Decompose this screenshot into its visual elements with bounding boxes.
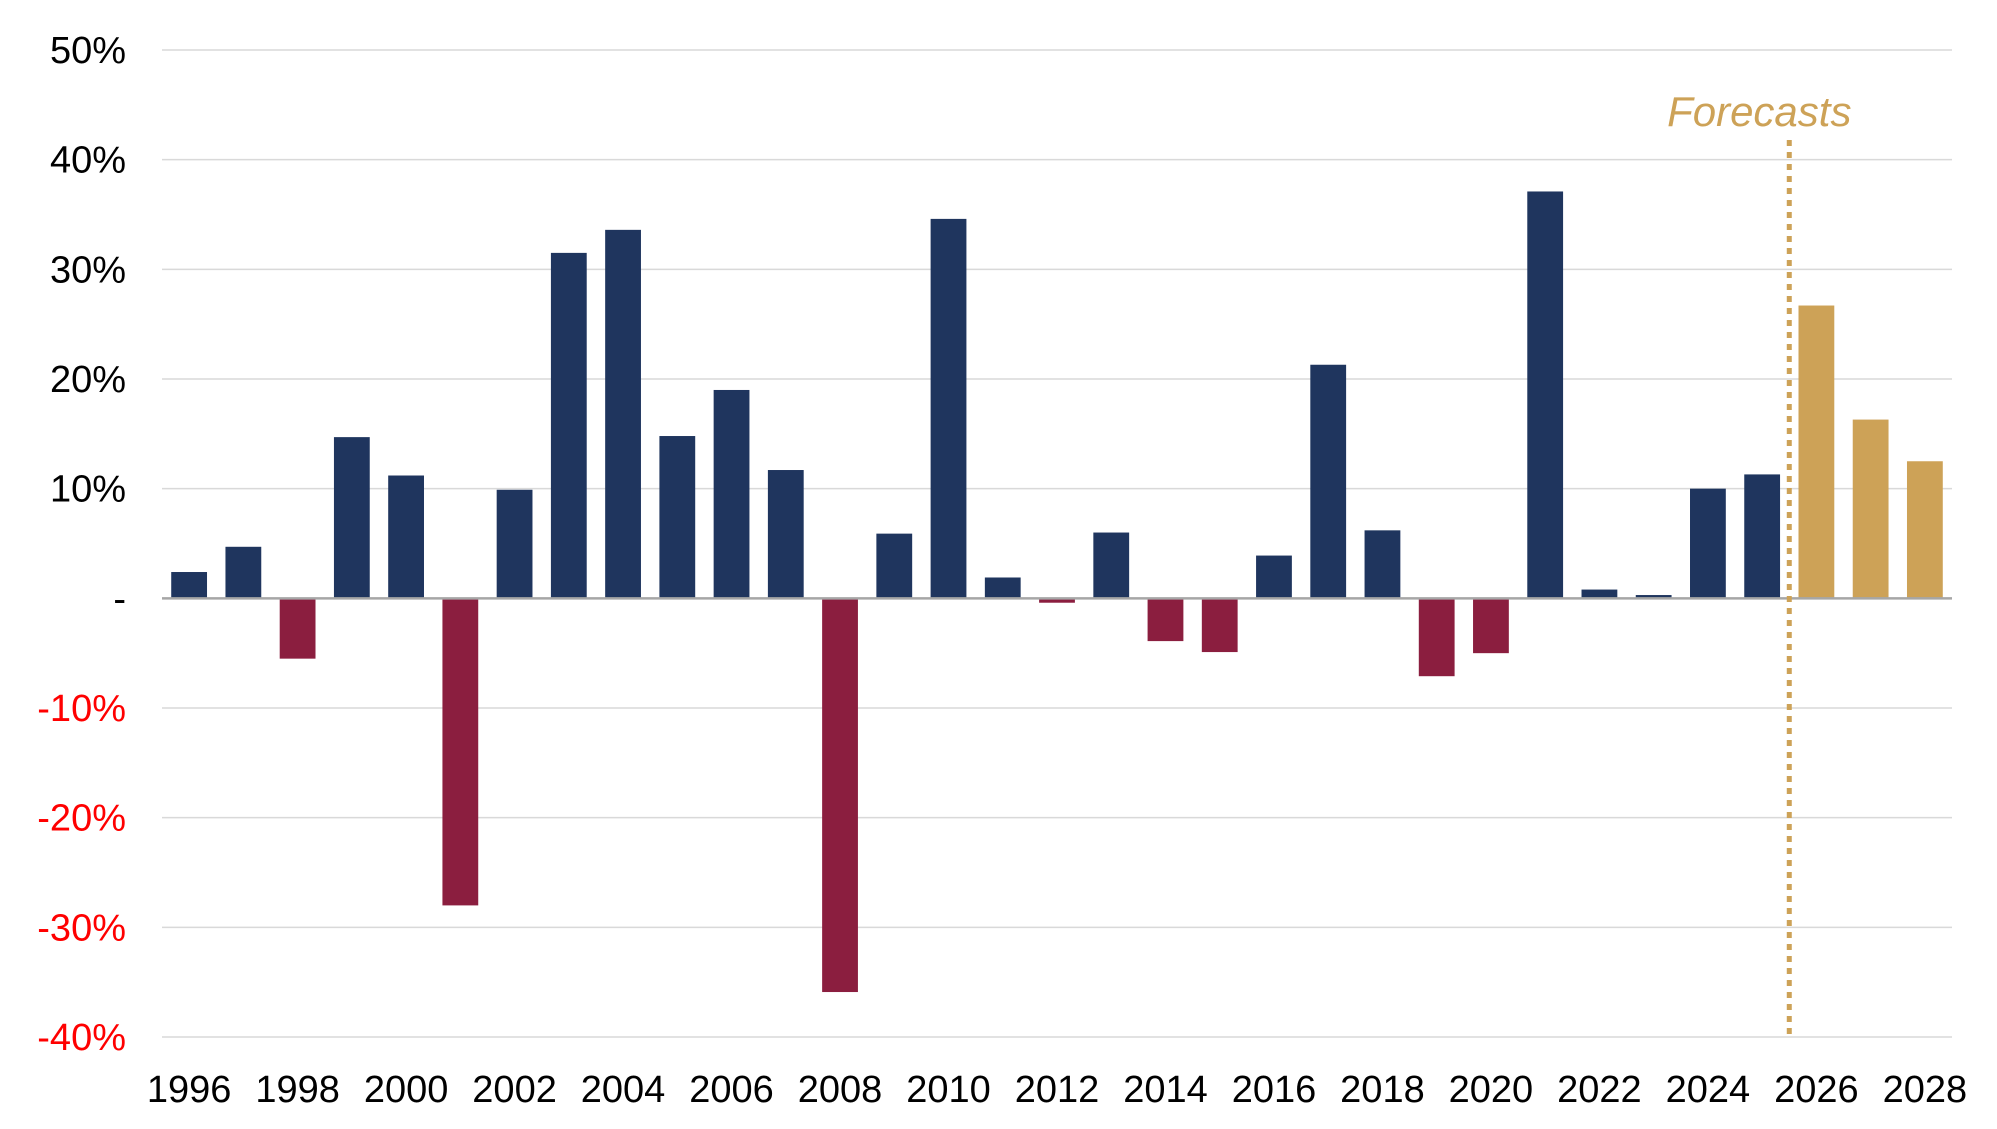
x-tick-label: 2028 xyxy=(1883,1069,1968,1111)
bar-2005 xyxy=(659,436,696,599)
bar-2002 xyxy=(496,489,533,599)
y-tick-label: 20% xyxy=(50,359,126,401)
bar-2023 xyxy=(1635,595,1672,599)
bar-2013 xyxy=(1093,532,1130,599)
bar-2015 xyxy=(1201,598,1238,653)
x-tick-label: 2022 xyxy=(1557,1069,1642,1111)
forecast-annotation: Forecasts xyxy=(1667,88,1851,1040)
bar-2020 xyxy=(1473,598,1509,654)
x-axis-tick-labels: 1996 1998 2000 2002 2004 2006 2008 2010 2012 2014… xyxy=(147,1069,1967,1111)
x-tick-label: 2002 xyxy=(472,1069,557,1111)
bar-2021 xyxy=(1527,191,1564,599)
gridlines xyxy=(162,49,1952,1038)
y-tick-label: -20% xyxy=(37,798,126,840)
bar-2011 xyxy=(984,577,1021,599)
bar-2003 xyxy=(550,252,587,599)
x-tick-label: 2026 xyxy=(1774,1069,1859,1111)
bar-2028 xyxy=(1906,461,1943,599)
y-tick-label: -10% xyxy=(37,688,126,730)
y-tick-label: - xyxy=(113,578,126,620)
bar-2022 xyxy=(1581,589,1618,599)
y-tick-label: 30% xyxy=(50,249,126,291)
bars xyxy=(171,191,1943,993)
y-tick-label: 10% xyxy=(50,469,126,511)
x-tick-label: 2024 xyxy=(1666,1069,1751,1111)
bar-2010 xyxy=(930,218,967,599)
bar-2006 xyxy=(713,389,750,599)
bar-2007 xyxy=(767,470,804,599)
x-tick-label: 2000 xyxy=(364,1069,449,1111)
forecast-label: Forecasts xyxy=(1667,88,1851,135)
x-tick-label: 2014 xyxy=(1123,1069,1208,1111)
bar-2001 xyxy=(442,598,479,906)
x-tick-label: 2018 xyxy=(1340,1069,1425,1111)
bar-2019 xyxy=(1418,598,1455,677)
bar-1998 xyxy=(279,598,316,659)
bar-2016 xyxy=(1256,555,1292,599)
bar-1996 xyxy=(171,572,208,599)
bar-2027 xyxy=(1852,419,1889,599)
y-tick-label: -40% xyxy=(37,1017,126,1059)
x-tick-label: 1996 xyxy=(147,1069,232,1111)
x-tick-label: 2004 xyxy=(581,1069,666,1111)
bar-1997 xyxy=(225,546,262,599)
bar-2026 xyxy=(1798,305,1835,599)
bar-2014 xyxy=(1147,598,1184,642)
bar-2008 xyxy=(822,598,858,993)
x-tick-label: 1998 xyxy=(255,1069,340,1111)
x-tick-label: 2010 xyxy=(906,1069,991,1111)
bar-2004 xyxy=(605,229,641,599)
y-axis-tick-labels: 50% 40% 30% 20% 10% - -10% -20% -30% -40% xyxy=(37,30,126,1059)
y-tick-label: -30% xyxy=(37,907,126,949)
x-tick-label: 2006 xyxy=(689,1069,774,1111)
bar-1999 xyxy=(333,437,370,599)
bar-2009 xyxy=(876,533,913,599)
x-tick-label: 2020 xyxy=(1449,1069,1534,1111)
bar-2012 xyxy=(1039,598,1075,603)
y-tick-label: 40% xyxy=(50,140,126,182)
bar-2018 xyxy=(1364,530,1401,599)
bar-2017 xyxy=(1310,364,1347,599)
y-tick-label: 50% xyxy=(50,30,126,72)
bar-2000 xyxy=(388,475,424,599)
bar-2025 xyxy=(1744,474,1781,599)
x-tick-label: 2016 xyxy=(1232,1069,1317,1111)
x-tick-label: 2012 xyxy=(1015,1069,1100,1111)
x-tick-label: 2008 xyxy=(798,1069,883,1111)
bar-2024 xyxy=(1690,488,1726,599)
